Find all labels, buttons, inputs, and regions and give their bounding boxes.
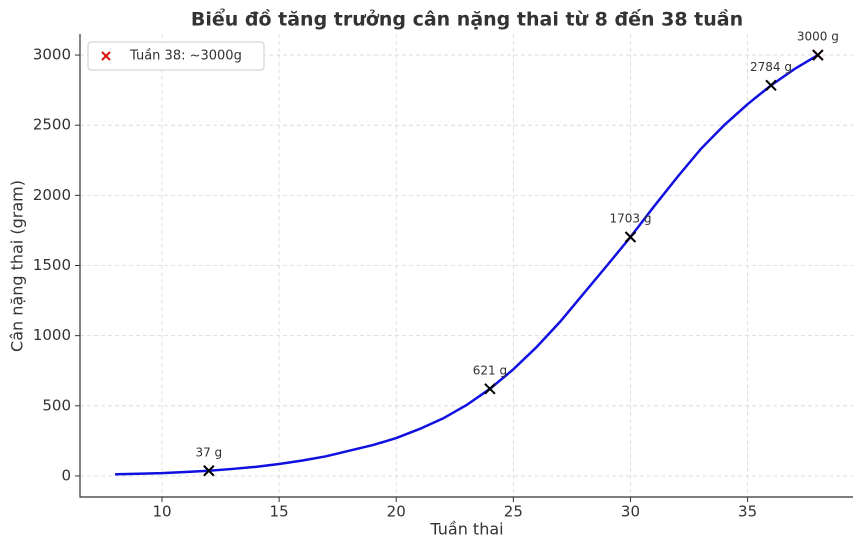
- data-label: 1703 g: [609, 212, 651, 226]
- x-tick-label: 15: [270, 503, 289, 521]
- y-axis-label: Cân nặng thai (gram): [8, 180, 27, 352]
- marker: [812, 49, 824, 61]
- y-tick-label: 0: [61, 466, 71, 484]
- x-tick-label: 10: [152, 503, 171, 521]
- y-tick-label: 2500: [33, 116, 71, 134]
- legend-marker: [101, 51, 111, 61]
- data-label: 621 g: [473, 363, 507, 377]
- y-tick-label: 1000: [33, 326, 71, 344]
- data-label: 3000 g: [797, 30, 839, 44]
- legend-box: [87, 41, 265, 71]
- y-tick-label: 500: [42, 396, 71, 414]
- data-label: 2784 g: [750, 60, 792, 74]
- x-tick-label: 30: [621, 503, 640, 521]
- y-tick-label: 2000: [33, 186, 71, 204]
- x-tick-label: 25: [504, 503, 523, 521]
- x-tick-label: 35: [738, 503, 757, 521]
- axes-frame: [79, 34, 853, 498]
- marker: [484, 383, 496, 395]
- data-label: 37 g: [195, 445, 222, 459]
- marker: [624, 231, 637, 243]
- marker: [765, 79, 777, 92]
- chart-title: Biểu đồ tăng trưởng cân nặng thai từ 8 đ…: [191, 8, 743, 31]
- growth-line: [115, 53, 819, 476]
- legend: Tuần 38: ~3000g: [87, 41, 265, 71]
- marker: [203, 465, 215, 477]
- legend-label: Tuần 38: ~3000g: [129, 49, 242, 64]
- x-axis-label: Tuần thai: [429, 520, 503, 539]
- y-tick-label: 1500: [33, 256, 71, 274]
- y-tick-label: 3000: [33, 46, 71, 64]
- x-tick-label: 20: [387, 503, 406, 521]
